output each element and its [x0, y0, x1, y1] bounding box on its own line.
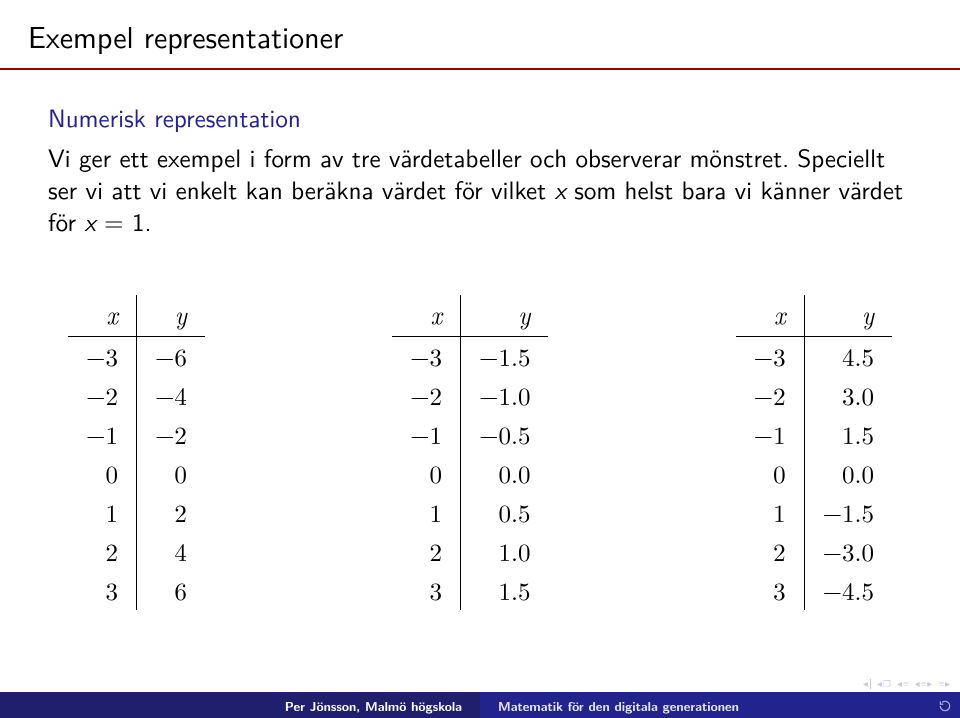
- table-cell: 1: [736, 493, 804, 532]
- table-cell: −4: [136, 376, 204, 415]
- paragraph: Vi ger ett exempel i form av tre värdeta…: [48, 141, 912, 237]
- table-row: 10.5: [392, 493, 548, 532]
- table-cell: 0: [736, 454, 804, 493]
- table-cell: 3: [68, 571, 136, 610]
- table-cell: 4: [136, 532, 204, 571]
- table-cell: 1.5: [804, 415, 892, 454]
- nav-first-icon[interactable]: ◂: [863, 679, 871, 690]
- table-cell: 3.0: [804, 376, 892, 415]
- th-x: x: [68, 295, 136, 337]
- table-cell: 2: [136, 493, 204, 532]
- footer-title-text: Matematik för den digitala generationen: [498, 696, 739, 715]
- nav-controls: ◂ ◂❐ ◂≡ ◂≡▸ ≡▸: [863, 679, 950, 690]
- table-cell: 0.0: [804, 454, 892, 493]
- tbody: −3−1.5−2−1.0−1−0.500.010.521.031.5: [392, 337, 548, 611]
- value-table-1: x y −3−6−2−4−1−200122436: [68, 295, 205, 610]
- table-cell: 1.0: [461, 532, 549, 571]
- footer-author: Per Jönsson, Malmö högskola: [0, 692, 480, 718]
- table-cell: 1.5: [461, 571, 549, 610]
- table-row: 1−1.5: [736, 493, 892, 532]
- table-row: 3−4.5: [736, 571, 892, 610]
- table-cell: −2: [392, 376, 460, 415]
- nav-prev2-icon[interactable]: ◂≡▸: [915, 679, 933, 690]
- value-table-3: x y −34.5−23.0−11.500.01−1.52−3.03−4.5: [736, 295, 892, 610]
- table-cell: 0: [392, 454, 460, 493]
- tbody: −34.5−23.0−11.500.01−1.52−3.03−4.5: [736, 337, 892, 611]
- table-row: 00.0: [736, 454, 892, 493]
- nav-prev-icon[interactable]: ◂❐: [877, 679, 891, 690]
- table-cell: −2: [68, 376, 136, 415]
- table-row: 00: [68, 454, 205, 493]
- footer: Per Jönsson, Malmö högskola Matematik fö…: [0, 692, 960, 718]
- table-row: 31.5: [392, 571, 548, 610]
- table-cell: 2: [736, 532, 804, 571]
- slide: Exempel representationer Numerisk repres…: [0, 0, 960, 718]
- table-cell: −3: [736, 337, 804, 377]
- table-row: −23.0: [736, 376, 892, 415]
- table-cell: 3: [392, 571, 460, 610]
- table-cell: −3: [68, 337, 136, 377]
- table-cell: −2: [136, 415, 204, 454]
- table-row: −3−6: [68, 337, 205, 377]
- table-cell: −3.0: [804, 532, 892, 571]
- nav-next-icon[interactable]: ◂≡: [897, 679, 909, 690]
- title-block: Exempel representationer: [0, 0, 960, 64]
- table-row: 36: [68, 571, 205, 610]
- table-row: −3−1.5: [392, 337, 548, 377]
- table-cell: 2: [392, 532, 460, 571]
- footer-title: Matematik för den digitala generationen: [480, 692, 960, 718]
- para-var-1: x: [554, 170, 566, 207]
- table-row: −1−2: [68, 415, 205, 454]
- th-y: y: [136, 295, 204, 337]
- th-y: y: [461, 295, 549, 337]
- table-cell: 1: [68, 493, 136, 532]
- content-area: Numerisk representation Vi ger ett exemp…: [0, 70, 960, 718]
- table-cell: 1: [392, 493, 460, 532]
- th-y: y: [804, 295, 892, 337]
- th-x: x: [736, 295, 804, 337]
- nav-last-icon[interactable]: ≡▸: [938, 679, 950, 690]
- table-row: −34.5: [736, 337, 892, 377]
- table-row: 12: [68, 493, 205, 532]
- table-cell: 3: [736, 571, 804, 610]
- table-cell: 0.5: [461, 493, 549, 532]
- table-cell: 0: [136, 454, 204, 493]
- table-cell: 4.5: [804, 337, 892, 377]
- refresh-icon[interactable]: [938, 698, 952, 712]
- tables-row: x y −3−6−2−4−1−200122436 x y −3−1.5−2−1.…: [48, 295, 912, 610]
- table-cell: −1: [736, 415, 804, 454]
- table-row: 24: [68, 532, 205, 571]
- tbody: −3−6−2−4−1−200122436: [68, 337, 205, 611]
- table-cell: 0: [68, 454, 136, 493]
- table-row: 00.0: [392, 454, 548, 493]
- table-cell: −1.5: [461, 337, 549, 377]
- table-row: 2−3.0: [736, 532, 892, 571]
- para-var-2: x: [84, 202, 96, 239]
- value-table-2: x y −3−1.5−2−1.0−1−0.500.010.521.031.5: [392, 295, 548, 610]
- table-cell: 2: [68, 532, 136, 571]
- table-cell: −3: [392, 337, 460, 377]
- table-row: −2−4: [68, 376, 205, 415]
- table-cell: −1: [68, 415, 136, 454]
- para-text-3: = 1.: [96, 202, 152, 239]
- table-row: −1−0.5: [392, 415, 548, 454]
- table-cell: −1.5: [804, 493, 892, 532]
- subheading: Numerisk representation: [48, 98, 912, 135]
- table-cell: −4.5: [804, 571, 892, 610]
- th-x: x: [392, 295, 460, 337]
- table-cell: −1: [392, 415, 460, 454]
- table-cell: 0.0: [461, 454, 549, 493]
- slide-title: Exempel representationer: [28, 14, 932, 58]
- table-cell: −6: [136, 337, 204, 377]
- table-row: 21.0: [392, 532, 548, 571]
- table-cell: −0.5: [461, 415, 549, 454]
- table-row: −11.5: [736, 415, 892, 454]
- table-cell: 6: [136, 571, 204, 610]
- table-cell: −1.0: [461, 376, 549, 415]
- table-row: −2−1.0: [392, 376, 548, 415]
- table-cell: −2: [736, 376, 804, 415]
